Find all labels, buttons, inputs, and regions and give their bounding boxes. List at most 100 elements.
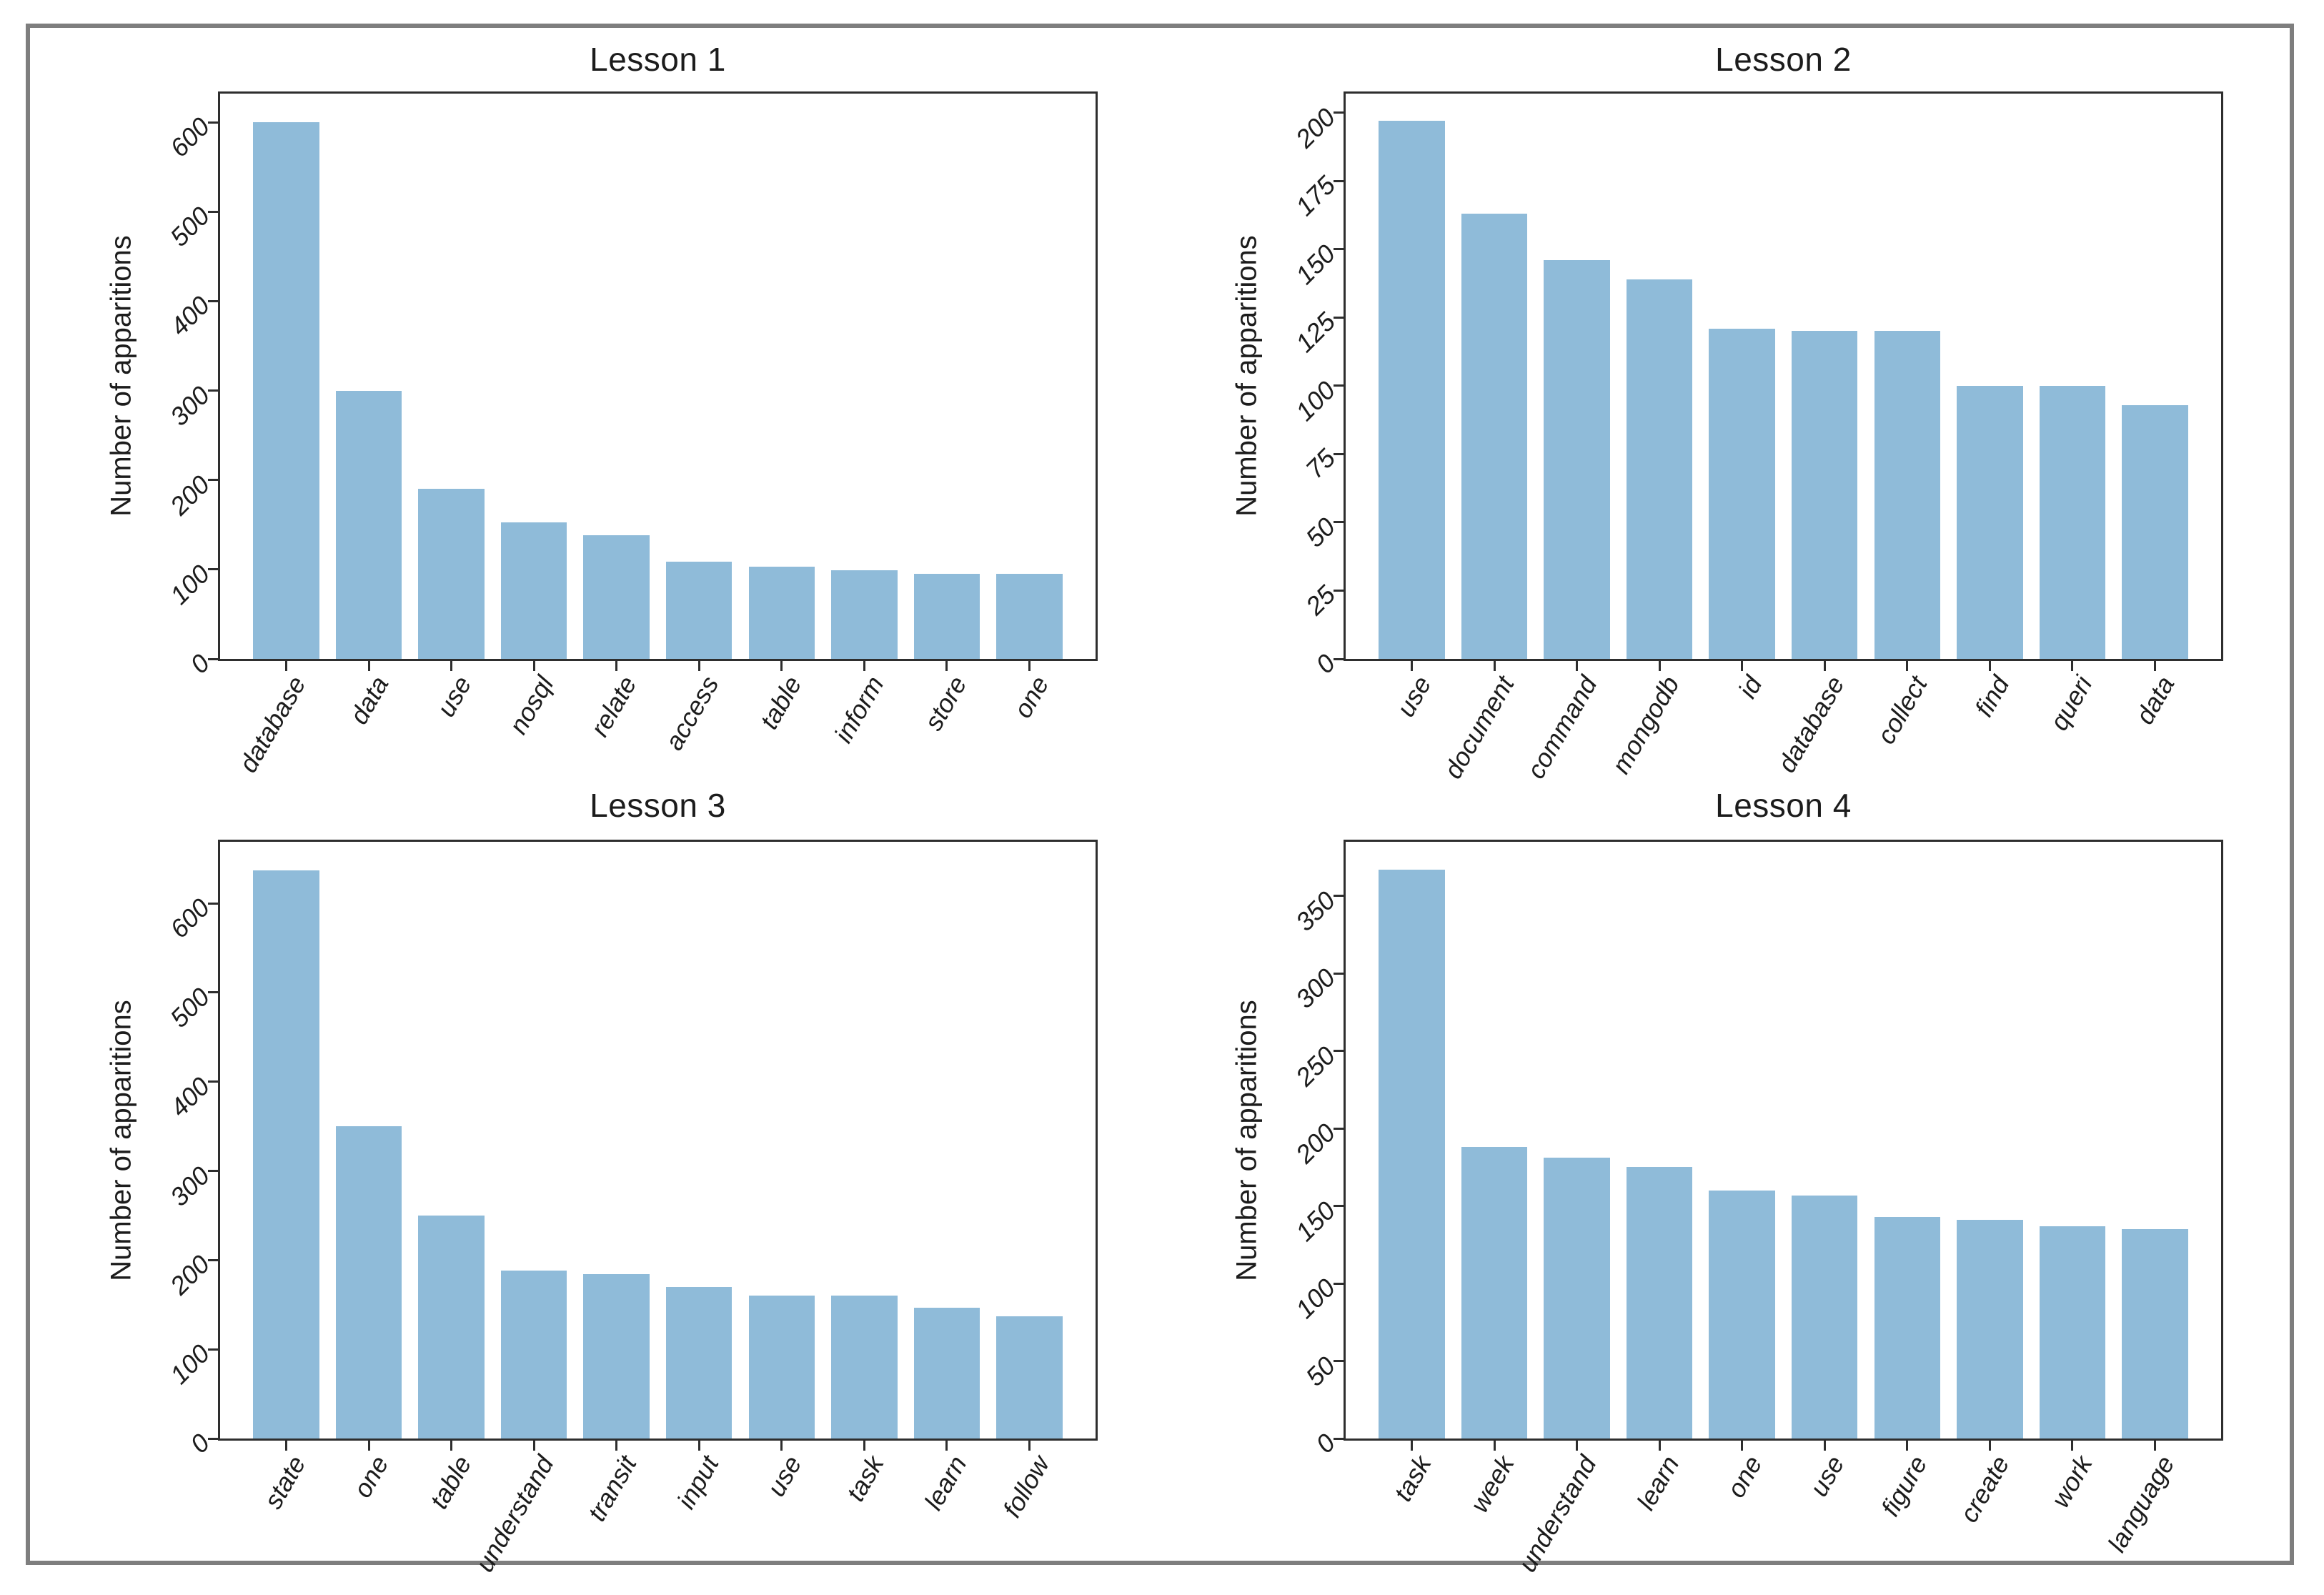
bar: [418, 489, 485, 659]
x-tick-mark: [1493, 661, 1496, 671]
y-tick-mark: [208, 479, 218, 482]
x-tick-mark: [1410, 1441, 1413, 1451]
x-tick-mark: [1988, 1441, 1991, 1451]
x-tick-mark: [532, 661, 535, 671]
y-tick-mark: [208, 1170, 218, 1173]
x-tick-label: task: [840, 1451, 890, 1506]
y-tick-label: 500: [164, 201, 216, 252]
y-axis-label: Number of apparitions: [105, 235, 137, 517]
bar: [996, 1316, 1063, 1439]
y-tick-label: 400: [164, 1070, 216, 1123]
y-tick-mark: [208, 210, 218, 213]
y-tick-mark: [1334, 1437, 1344, 1440]
y-tick-label: 25: [1299, 580, 1341, 621]
y-tick-label: 100: [1289, 375, 1341, 427]
x-tick-label: relate: [584, 671, 642, 742]
bar: [1626, 279, 1693, 659]
bar: [913, 574, 980, 659]
bar: [748, 1296, 815, 1439]
x-tick-label: database: [1772, 671, 1850, 777]
x-tick-mark: [450, 661, 453, 671]
x-tick-label: understand: [470, 1451, 560, 1577]
bar: [1709, 328, 1775, 659]
bar: [500, 1271, 567, 1439]
x-tick-mark: [1493, 1441, 1496, 1451]
x-tick-label: document: [1437, 671, 1520, 784]
y-tick-label: 600: [164, 893, 216, 944]
y-tick-mark: [208, 657, 218, 660]
x-tick-label: mongodb: [1606, 671, 1685, 779]
bar: [2122, 404, 2188, 659]
y-tick-mark: [1334, 521, 1344, 524]
bar: [666, 1286, 733, 1439]
bar: [583, 535, 650, 659]
bar: [2122, 1229, 2188, 1439]
bar: [500, 522, 567, 659]
x-tick-mark: [532, 1441, 535, 1451]
y-tick-mark: [1334, 1050, 1344, 1053]
y-tick-label: 200: [1289, 1118, 1341, 1169]
bar: [748, 567, 815, 659]
x-tick-label: task: [1388, 1451, 1437, 1506]
y-tick-mark: [1334, 1360, 1344, 1363]
bar: [831, 1296, 898, 1439]
x-tick-mark: [1741, 1441, 1744, 1451]
x-tick-mark: [780, 1441, 783, 1451]
y-tick-label: 100: [164, 558, 216, 610]
x-tick-label: transit: [581, 1451, 642, 1526]
x-tick-mark: [2071, 1441, 2074, 1451]
y-tick-mark: [1334, 384, 1344, 387]
y-tick-mark: [1334, 179, 1344, 182]
y-tick-label: 200: [1289, 101, 1341, 154]
x-tick-mark: [2154, 1441, 2157, 1451]
x-tick-label: follow: [996, 1451, 1056, 1523]
x-tick-label: use: [1391, 671, 1437, 722]
x-tick-mark: [1988, 661, 1991, 671]
plot-area: [208, 91, 1098, 671]
y-tick-mark: [208, 1348, 218, 1351]
x-tick-label: find: [1969, 671, 2015, 722]
y-tick-label: 50: [1299, 1350, 1341, 1392]
y-tick-label: 100: [164, 1338, 216, 1390]
x-tick-label: access: [659, 671, 725, 755]
chart-title: Lesson 4: [1715, 787, 1852, 824]
bar: [1379, 870, 1445, 1439]
x-tick-label: create: [1954, 1451, 2015, 1528]
y-tick-mark: [208, 1437, 218, 1440]
bar: [1379, 121, 1445, 659]
x-tick-mark: [284, 1441, 287, 1451]
x-tick-label: one: [1720, 1451, 1768, 1503]
y-tick-label: 175: [1289, 170, 1341, 222]
plot-area: [1334, 840, 2223, 1451]
y-tick-label: 0: [1309, 1428, 1341, 1459]
y-tick-mark: [1334, 895, 1344, 898]
x-tick-label: id: [1732, 671, 1768, 703]
y-tick-mark: [208, 991, 218, 994]
x-tick-mark: [945, 661, 948, 671]
x-tick-label: understand: [1512, 1451, 1603, 1577]
y-tick-label: 200: [164, 1249, 216, 1301]
y-axis-label: Number of apparitions: [1231, 1000, 1263, 1281]
plot-area: [1334, 91, 2223, 671]
x-tick-mark: [1906, 1441, 1909, 1451]
x-tick-mark: [615, 1441, 618, 1451]
bar: [253, 870, 319, 1439]
x-tick-mark: [780, 661, 783, 671]
y-tick-mark: [208, 568, 218, 571]
x-tick-label: inform: [828, 671, 890, 748]
bar: [1874, 331, 1941, 659]
x-tick-mark: [1576, 1441, 1579, 1451]
bar: [1957, 385, 2023, 659]
x-tick-mark: [367, 1441, 370, 1451]
x-tick-label: learn: [918, 1451, 973, 1515]
x-tick-mark: [863, 1441, 865, 1451]
x-tick-mark: [450, 1441, 453, 1451]
y-tick-label: 50: [1299, 512, 1341, 553]
x-tick-label: input: [671, 1451, 725, 1514]
x-tick-mark: [2071, 661, 2074, 671]
x-tick-label: table: [423, 1451, 477, 1514]
bar: [1874, 1216, 1941, 1439]
chart-title: Lesson 1: [590, 41, 726, 78]
x-tick-mark: [1028, 1441, 1031, 1451]
